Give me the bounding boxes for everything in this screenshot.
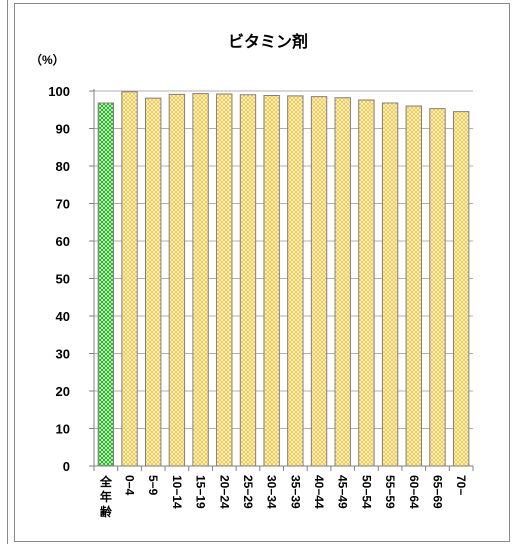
- axes: [89, 89, 474, 471]
- x-category-label: 55−59: [383, 475, 397, 509]
- bar-age-group: [405, 105, 422, 467]
- x-category-label: 15−19: [194, 475, 208, 509]
- x-category-label: 5−9: [146, 475, 160, 496]
- x-category-label: 65−69: [430, 475, 444, 509]
- bar-age-group: [310, 96, 328, 467]
- y-tick-label: 60: [56, 234, 70, 249]
- bar-age-group: [263, 95, 280, 467]
- x-category-label: 35−39: [288, 475, 302, 509]
- bar-age-group: [239, 94, 257, 467]
- x-category-label: 70−: [454, 475, 468, 495]
- y-tick-label: 50: [56, 272, 70, 287]
- bars: [97, 91, 470, 467]
- bar-age-group: [287, 95, 304, 467]
- x-category-label: 60−64: [407, 475, 421, 509]
- y-tick-label: 0: [63, 459, 70, 474]
- bar-age-group: [358, 99, 375, 467]
- bar-age-group: [381, 102, 399, 467]
- y-unit-label: （%）: [30, 52, 65, 67]
- bar-age-group: [334, 97, 351, 467]
- y-tick-label: 80: [56, 159, 70, 174]
- chart-title: ビタミン剤: [228, 32, 308, 51]
- bar-all-ages: [97, 102, 115, 467]
- y-tick-label: 20: [56, 384, 70, 399]
- x-axis-labels: 全年齢 0−4 5−9 10−14 15−19 20−24 25−29 30−34 35−39 4…: [99, 474, 468, 519]
- bar-age-group: [168, 93, 186, 467]
- y-axis-ticks: 0 10 20 30 40 50 60 70 80 90 100: [48, 84, 70, 474]
- chart-frame: [14, 3, 510, 542]
- bar-age-group: [192, 93, 209, 467]
- y-tick-label: 100: [48, 84, 70, 99]
- bar-age-group: [452, 111, 470, 467]
- bar-age-group: [216, 93, 233, 467]
- bar-age-group: [429, 108, 446, 467]
- x-category-label: 10−14: [170, 475, 184, 509]
- y-tick-label: 30: [56, 347, 70, 362]
- y-tick-label: 70: [56, 197, 70, 212]
- x-category-label: 0−4: [123, 475, 137, 496]
- y-tick-label: 10: [56, 422, 70, 437]
- x-category-label: 20−24: [217, 475, 231, 509]
- x-category-label: 40−44: [312, 475, 326, 509]
- x-category-label: 25−29: [241, 475, 255, 509]
- bar-age-group: [121, 91, 138, 467]
- bar-age-group: [145, 97, 162, 467]
- x-category-label: 30−34: [265, 475, 279, 509]
- x-category-label: 45−49: [336, 475, 350, 509]
- left-panel-border: [0, 0, 8, 544]
- x-category-label: 全年齢: [99, 474, 113, 519]
- y-tick-label: 90: [56, 122, 70, 137]
- y-tick-label: 40: [56, 309, 70, 324]
- x-category-label: 50−54: [359, 475, 373, 509]
